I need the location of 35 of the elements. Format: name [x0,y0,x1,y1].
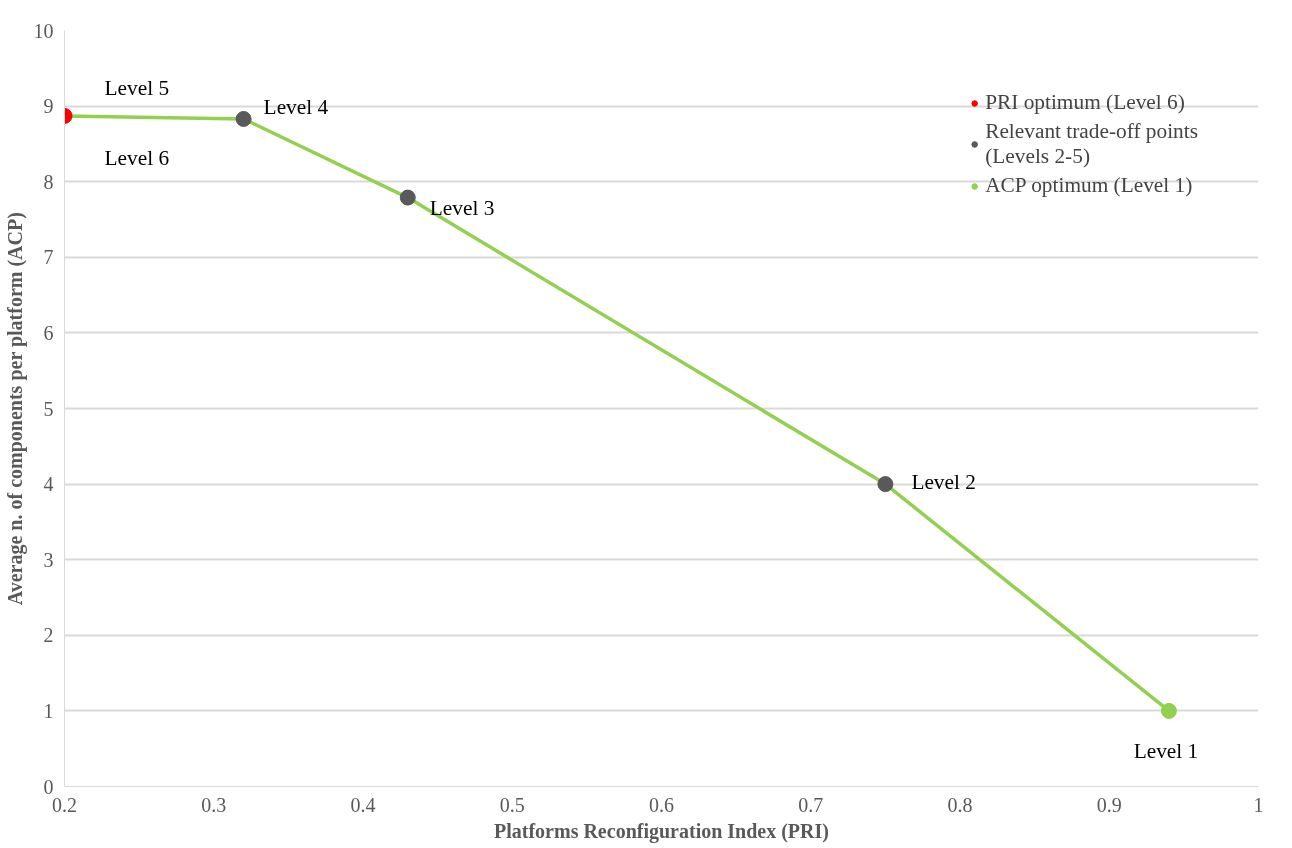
annotation: Level 3 [429,195,495,220]
annotation: Level 1 [1133,738,1199,763]
point [235,110,252,127]
y-tick-label: 9 [43,95,54,118]
x-tick-label: 0.9 [1096,793,1122,816]
y-tick-label: 4 [43,473,54,496]
y-tick-label: 6 [43,321,54,344]
x-tick-label: 0.5 [499,793,525,816]
y-axis-title: Average n. of components per platform (ACP) [3,212,27,606]
x-tick-label: 0.2 [52,793,77,816]
y-tick-label: 0 [43,775,54,798]
y-tick-label: 8 [43,170,54,193]
x-axis-title: Platforms Reconfiguration Index (PRI) [494,819,829,843]
x-tick-label: 0.3 [201,793,227,816]
annotation: Level 5 [104,75,170,100]
point [1160,702,1177,719]
point [399,189,416,206]
legend-label: PRI optimum (Level 6) [985,90,1185,115]
y-tick-label: 7 [43,246,54,269]
annotation: Level 6 [104,145,170,170]
x-tick-label: 0.4 [350,793,376,816]
x-tick-label: 0.7 [798,793,824,816]
y-tick-label: 3 [43,548,54,571]
annotation: Level 4 [263,94,329,119]
x-tick-label: 0.8 [947,793,973,816]
y-tick-label: 5 [43,397,54,420]
y-tick-label: 10 [33,19,54,42]
legend-label: ACP optimum (Level 1) [985,173,1193,198]
y-tick-label: 1 [43,699,54,722]
x-tick-label: 1 [1253,793,1264,816]
x-tick-label: 0.6 [649,793,674,816]
point [877,476,894,493]
legend-label: Relevant trade-off points (Levels 2-5) [985,119,1198,169]
annotation: Level 2 [911,470,976,495]
y-tick-label: 2 [43,624,54,647]
